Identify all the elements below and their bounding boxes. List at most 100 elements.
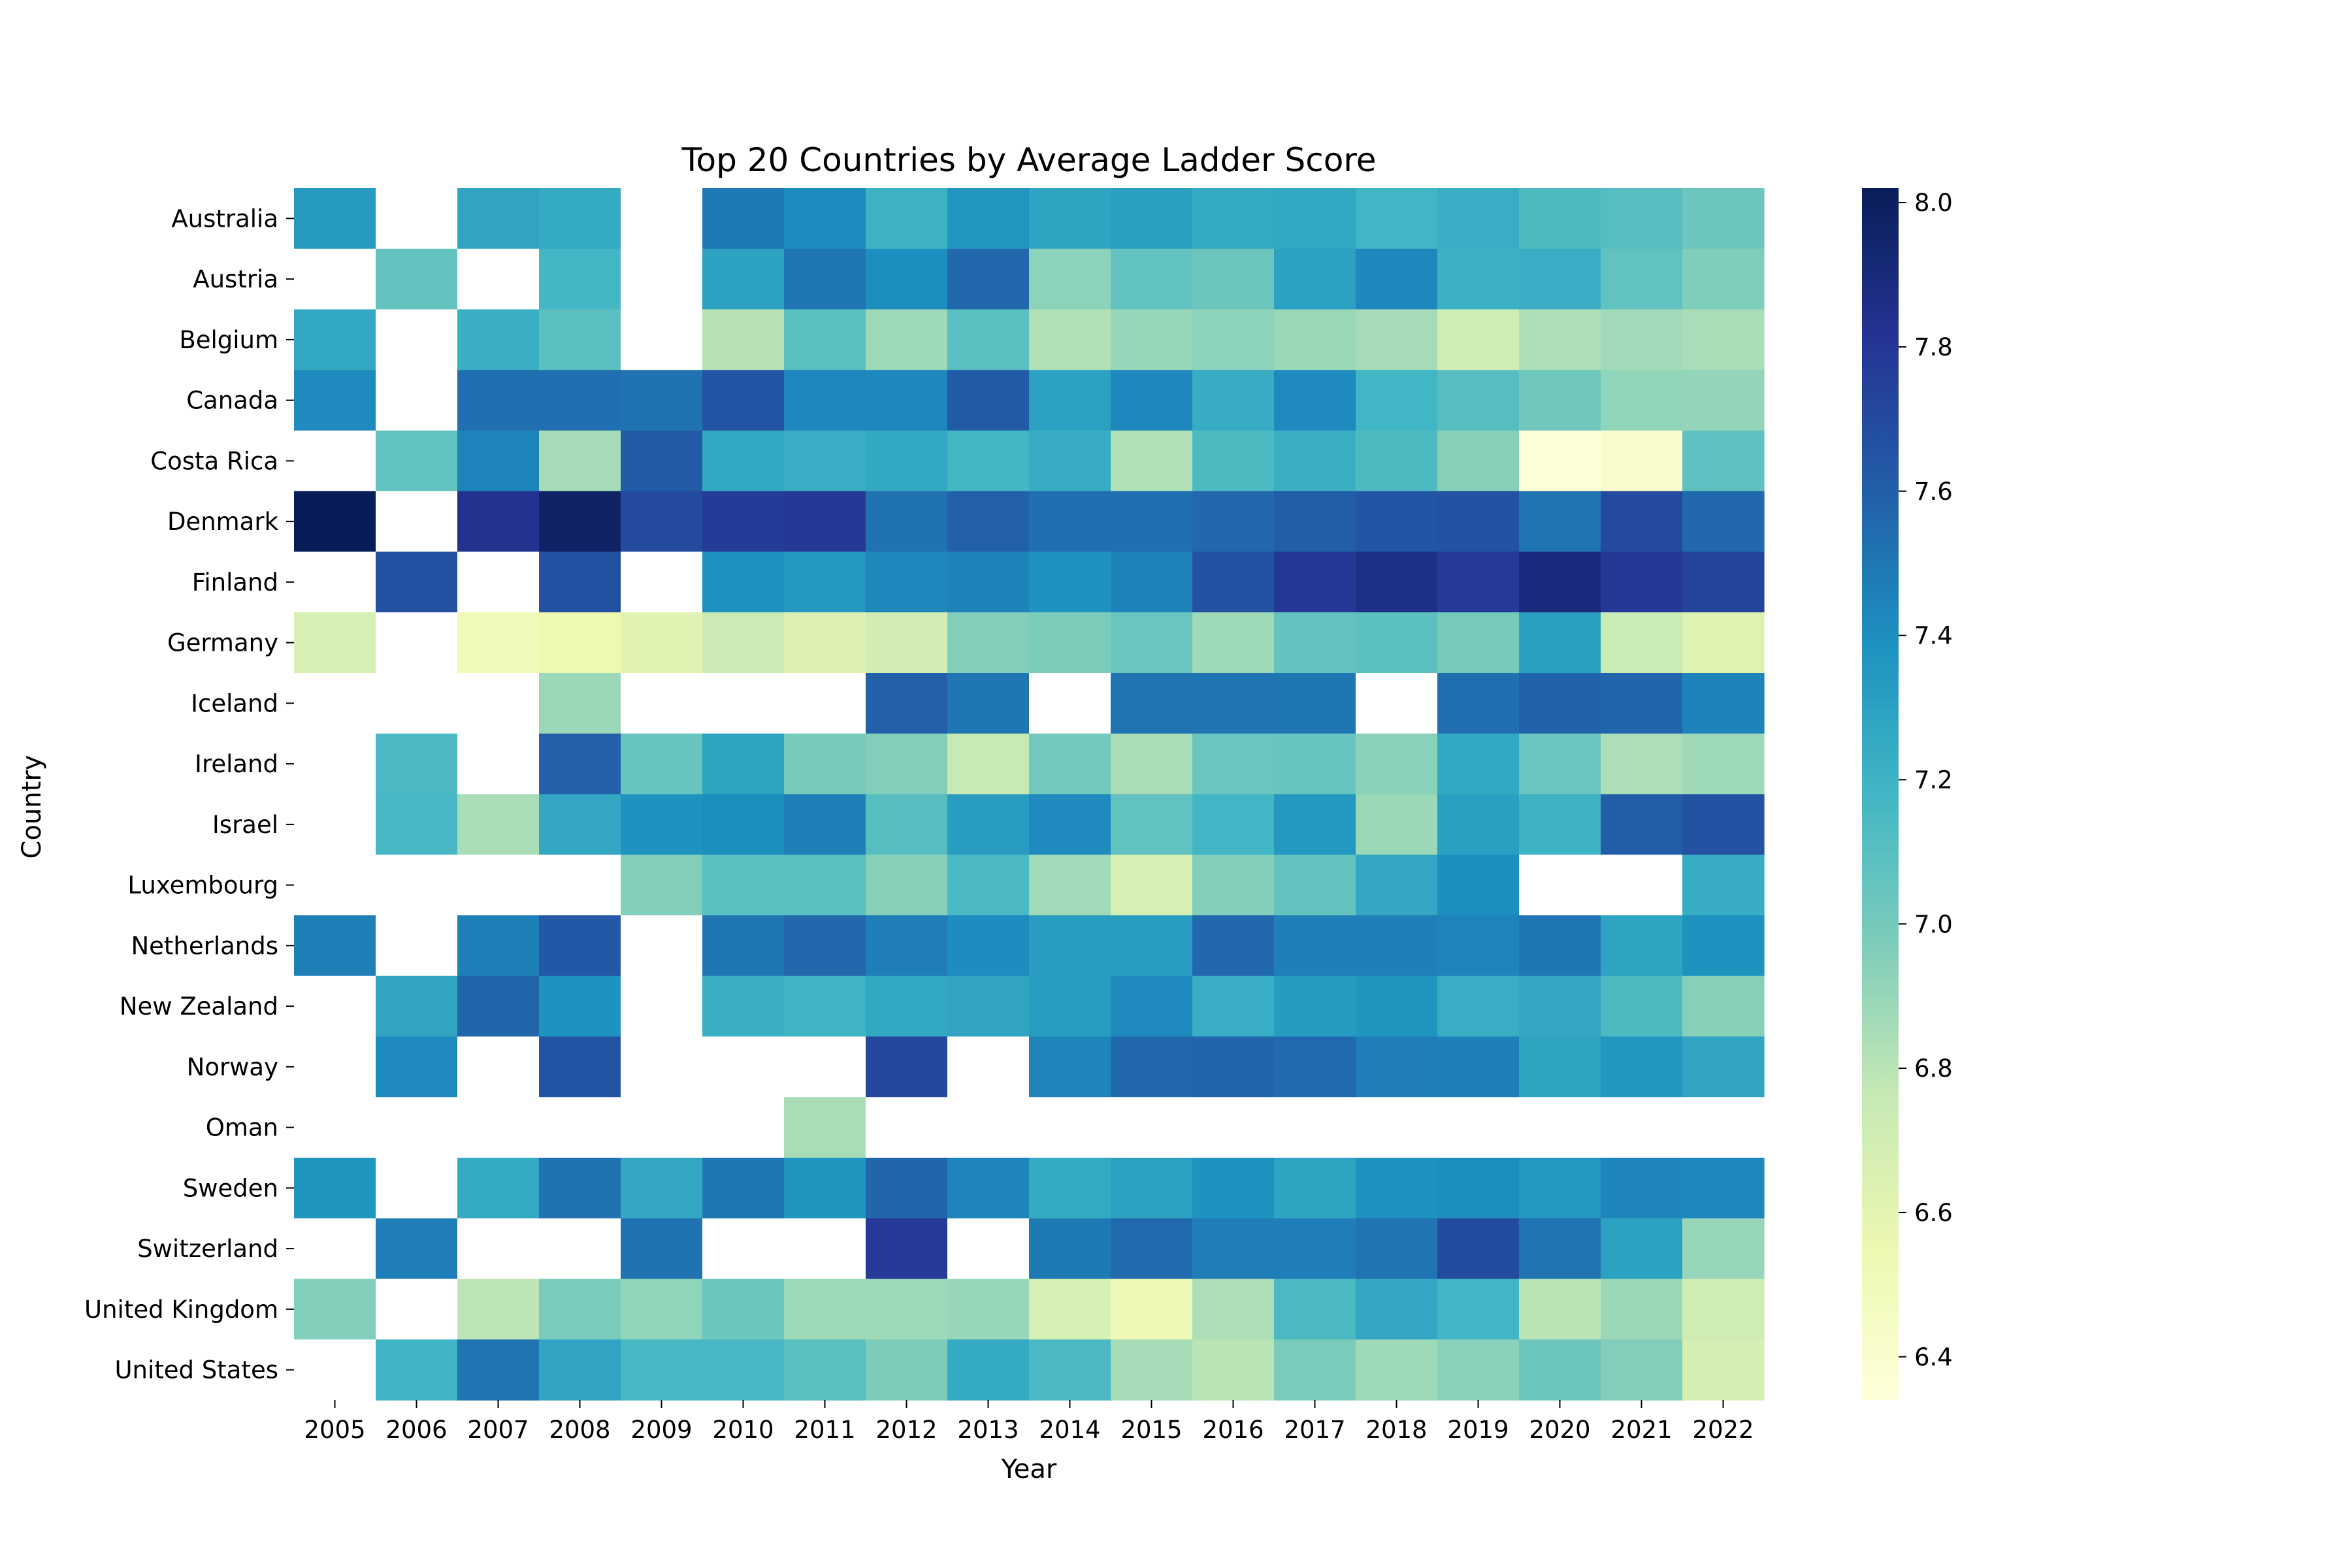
heatmap-cell bbox=[702, 1036, 785, 1098]
heatmap-cell bbox=[1192, 431, 1275, 492]
heatmap-cell bbox=[1356, 551, 1438, 613]
heatmap-cell bbox=[1437, 370, 1520, 431]
heatmap-cell bbox=[1111, 1097, 1193, 1158]
heatmap-cell bbox=[1437, 551, 1520, 613]
heatmap-cell bbox=[1029, 794, 1111, 855]
heatmap-cell bbox=[376, 551, 458, 613]
heatmap-cell bbox=[947, 794, 1030, 855]
heatmap-cell bbox=[1437, 1218, 1520, 1280]
heatmap-cell bbox=[702, 309, 785, 370]
heatmap-cell bbox=[784, 1339, 866, 1401]
heatmap-cell bbox=[621, 855, 703, 916]
heatmap-cell bbox=[1356, 975, 1438, 1037]
heatmap-cell bbox=[1274, 188, 1356, 250]
heatmap-cell bbox=[1682, 1158, 1765, 1219]
heatmap-cell bbox=[1437, 915, 1520, 977]
heatmap-cell bbox=[1601, 794, 1683, 855]
heatmap-cell bbox=[1356, 673, 1438, 734]
heatmap-cell bbox=[457, 673, 540, 734]
heatmap-cell bbox=[539, 551, 621, 613]
heatmap-cell bbox=[376, 188, 458, 250]
heatmap-cell bbox=[1029, 1279, 1111, 1340]
x-tick-label: 2019 bbox=[1447, 1416, 1509, 1444]
heatmap-cell bbox=[1029, 248, 1111, 310]
heatmap-cell bbox=[1519, 794, 1601, 855]
heatmap-cell bbox=[539, 248, 621, 310]
x-tick-label: 2014 bbox=[1039, 1416, 1100, 1444]
heatmap-cell bbox=[539, 855, 621, 916]
heatmap-cell bbox=[947, 673, 1030, 734]
heatmap-cell bbox=[1601, 915, 1683, 977]
heatmap-cell bbox=[866, 1036, 948, 1098]
x-tick-label: 2022 bbox=[1692, 1416, 1754, 1444]
colorbar-tick-label: 7.8 bbox=[1914, 333, 1953, 361]
heatmap-cell bbox=[1111, 1279, 1193, 1340]
heatmap-cell bbox=[376, 370, 458, 431]
heatmap-cell bbox=[1356, 1339, 1438, 1401]
heatmap-cell bbox=[1519, 915, 1601, 977]
heatmap-cell bbox=[1437, 1279, 1520, 1340]
heatmap-cell bbox=[866, 370, 948, 431]
heatmap-cell bbox=[539, 1218, 621, 1280]
heatmap-cell bbox=[376, 1218, 458, 1280]
heatmap-cell bbox=[1682, 915, 1765, 977]
heatmap-cell bbox=[1437, 855, 1520, 916]
heatmap-cell bbox=[947, 491, 1030, 553]
heatmap-cell bbox=[947, 431, 1030, 492]
heatmap-cell bbox=[457, 431, 540, 492]
heatmap-cell bbox=[457, 1097, 540, 1158]
colorbar-tick-label: 7.0 bbox=[1914, 910, 1953, 938]
heatmap-cell bbox=[539, 491, 621, 553]
heatmap-cell bbox=[621, 248, 703, 310]
heatmap-cell bbox=[1029, 370, 1111, 431]
heatmap-cell bbox=[1029, 612, 1111, 674]
heatmap-cell bbox=[1274, 1279, 1356, 1340]
heatmap-cell bbox=[1356, 431, 1438, 492]
colorbar-tick-label: 8.0 bbox=[1914, 189, 1953, 217]
heatmap-cell bbox=[1601, 673, 1683, 734]
heatmap-cell bbox=[866, 551, 948, 613]
heatmap-cell bbox=[866, 733, 948, 795]
heatmap-cell bbox=[1519, 1036, 1601, 1098]
heatmap-cell bbox=[866, 673, 948, 734]
heatmap-cell bbox=[702, 733, 785, 795]
heatmap-cell bbox=[1356, 491, 1438, 553]
heatmap-cell bbox=[702, 491, 785, 553]
heatmap-cell bbox=[294, 975, 376, 1037]
heatmap-cell bbox=[784, 551, 866, 613]
heatmap-cell bbox=[1519, 855, 1601, 916]
heatmap-cell bbox=[376, 1339, 458, 1401]
x-tick-label: 2015 bbox=[1120, 1416, 1182, 1444]
heatmap-cell bbox=[1601, 1097, 1683, 1158]
chart-title: Top 20 Countries by Average Ladder Score bbox=[681, 141, 1376, 179]
heatmap-cell bbox=[1274, 733, 1356, 795]
heatmap-cell bbox=[1682, 1097, 1765, 1158]
heatmap-cell bbox=[784, 1279, 866, 1340]
colorbar-tick-label: 6.6 bbox=[1914, 1199, 1953, 1227]
heatmap-cell bbox=[621, 673, 703, 734]
heatmap-cell bbox=[1519, 431, 1601, 492]
heatmap-cell bbox=[1437, 975, 1520, 1037]
y-tick-label: Belgium bbox=[179, 326, 278, 354]
y-tick-label: Netherlands bbox=[131, 932, 278, 960]
heatmap-cell bbox=[1682, 370, 1765, 431]
heatmap-cell bbox=[1519, 1339, 1601, 1401]
heatmap-cell bbox=[1437, 188, 1520, 250]
heatmap-cell bbox=[866, 975, 948, 1037]
heatmap-cell bbox=[702, 551, 785, 613]
heatmap-cell bbox=[784, 733, 866, 795]
heatmap-cell bbox=[866, 1097, 948, 1158]
colorbar-tick-label: 6.4 bbox=[1914, 1343, 1953, 1371]
heatmap-cell bbox=[866, 1218, 948, 1280]
heatmap-cell bbox=[294, 915, 376, 977]
heatmap-cell bbox=[1682, 309, 1765, 370]
heatmap-cell bbox=[1601, 188, 1683, 250]
heatmap-cell bbox=[947, 612, 1030, 674]
heatmap-cell bbox=[1111, 915, 1193, 977]
heatmap-cell bbox=[1682, 612, 1765, 674]
heatmap-cell bbox=[784, 915, 866, 977]
heatmap-cell bbox=[866, 491, 948, 553]
heatmap-cell bbox=[1519, 248, 1601, 310]
heatmap-cell bbox=[784, 1097, 866, 1158]
